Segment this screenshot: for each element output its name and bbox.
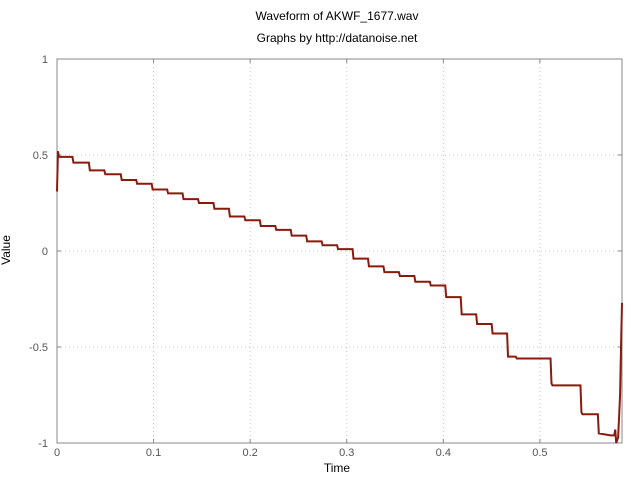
chart-title: Waveform of AKWF_1677.wav (256, 9, 419, 23)
waveform-series-line (56, 150, 623, 444)
y-tick-label: 1 (42, 54, 48, 66)
x-tick-label: 0 (54, 447, 60, 459)
y-tick-label: 0 (42, 246, 48, 258)
grid-lines (57, 58, 622, 443)
x-tick-label: 0.4 (436, 447, 451, 459)
y-tick-label: -0.5 (29, 342, 48, 354)
chart-subtitle: Graphs by http://datanoise.net (257, 31, 418, 45)
x-tick-label: 0.1 (146, 447, 161, 459)
x-tick-label: 0.2 (243, 447, 258, 459)
y-axis-label: Value (0, 235, 13, 265)
x-axis-label: Time (324, 461, 351, 475)
x-tick-label: 0.5 (532, 447, 547, 459)
y-tick-label: -1 (38, 438, 48, 450)
axis-ticks: 0 0.1 0.2 0.3 0.4 0.5 -1 -0.5 0 0.5 1 (29, 54, 622, 459)
series-layer (56, 150, 623, 444)
y-tick-label: 0.5 (33, 150, 48, 162)
x-tick-label: 0.3 (339, 447, 354, 459)
